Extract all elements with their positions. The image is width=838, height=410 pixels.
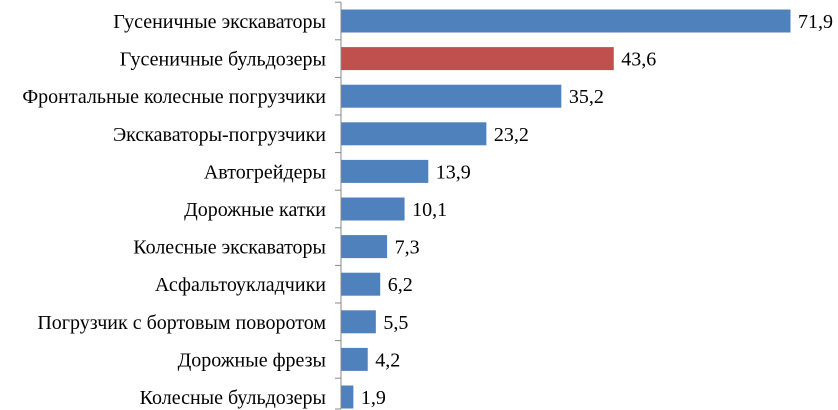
category-label: Дорожные фрезы [178, 349, 326, 371]
bar [341, 159, 429, 183]
category-label: Асфальтоукладчики [155, 274, 326, 296]
data-label: 13,9 [436, 161, 471, 183]
bar [341, 122, 487, 146]
category-label: Автогрейдеры [204, 161, 326, 183]
data-label: 1,9 [361, 387, 386, 409]
category-label: Погрузчик с бортовым поворотом [37, 312, 326, 334]
data-label: 5,5 [383, 312, 408, 334]
bar [341, 84, 562, 108]
category-label: Гусеничные бульдозеры [120, 49, 326, 71]
data-label: 43,6 [621, 49, 656, 71]
bar [341, 47, 614, 71]
category-label: Фронтальные колесные погрузчики [22, 86, 326, 108]
data-label: 7,3 [395, 237, 420, 259]
bar [341, 272, 381, 296]
data-label: 4,2 [375, 349, 400, 371]
bar [341, 385, 354, 409]
bar [341, 9, 791, 33]
data-label: 23,2 [494, 124, 529, 146]
data-label: 71,9 [798, 11, 833, 33]
category-label: Гусеничные экскаваторы [113, 11, 326, 33]
bar [341, 310, 376, 334]
category-label: Колесные бульдозеры [140, 387, 326, 409]
bar [341, 197, 405, 221]
data-label: 10,1 [412, 199, 447, 221]
data-label: 35,2 [569, 86, 604, 108]
data-label: 6,2 [388, 274, 413, 296]
bar [341, 347, 368, 371]
bar [341, 235, 388, 259]
category-label: Колесные экскаваторы [133, 237, 326, 259]
category-label: Экскаваторы-погрузчики [113, 124, 326, 146]
category-label: Дорожные катки [184, 199, 326, 221]
